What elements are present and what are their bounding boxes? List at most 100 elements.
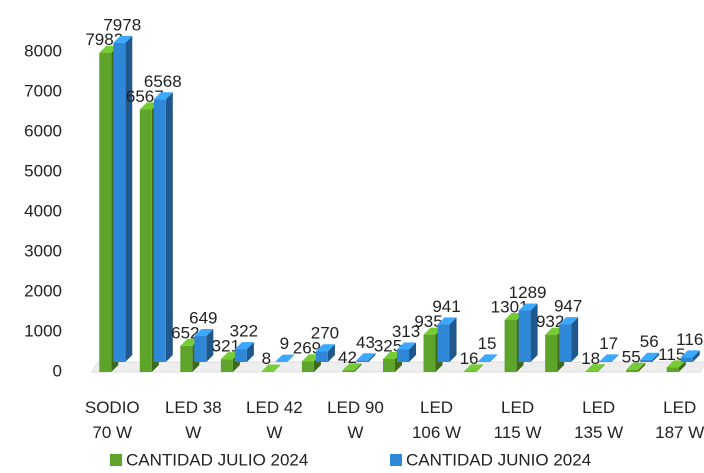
data-label: 55 (622, 347, 641, 366)
data-label: 116 (676, 330, 703, 349)
data-label: 269 (293, 339, 321, 358)
data-label: 947 (554, 297, 582, 316)
data-label: 649 (189, 309, 217, 328)
bar (194, 336, 207, 362)
legend-label: CANTIDAD JUNIO 2024 (406, 450, 591, 469)
bar-side (287, 354, 295, 362)
x-tick-label: LED 135 W (574, 398, 624, 442)
data-label: 321 (212, 337, 240, 356)
bar (464, 371, 477, 372)
bar-top (275, 354, 295, 362)
bar (315, 351, 328, 362)
bar (342, 370, 355, 372)
bar (599, 361, 612, 362)
bar-top (626, 362, 646, 370)
legend-swatch (390, 454, 402, 466)
bar-top (261, 364, 281, 372)
bar-top (585, 364, 605, 372)
data-label: 115 (658, 345, 685, 364)
data-label: 43 (356, 333, 375, 352)
bar-top (518, 303, 538, 311)
data-label: 17 (599, 334, 618, 353)
y-tick-label: 5000 (24, 161, 62, 180)
bar-side (354, 363, 362, 372)
data-label: 325 (374, 336, 402, 355)
bar (559, 324, 572, 362)
bar-side (652, 352, 660, 362)
bar-side (638, 362, 646, 372)
data-label: 15 (478, 334, 497, 353)
bar (680, 357, 693, 362)
bar (397, 349, 409, 362)
bar-side (125, 35, 133, 362)
data-label: 56 (640, 332, 659, 351)
bar-top (234, 342, 254, 350)
bar-side (597, 364, 605, 372)
y-tick-label: 2000 (24, 281, 62, 300)
bar-side (206, 329, 214, 362)
bar-side (490, 354, 498, 362)
bar-side (327, 344, 335, 362)
bar (383, 359, 395, 372)
bar (437, 324, 450, 362)
bar (626, 369, 639, 372)
bar (220, 359, 233, 372)
bar (180, 345, 193, 372)
bar-top (478, 354, 498, 362)
bar-top (599, 354, 619, 362)
bar (504, 319, 517, 372)
bar-top (194, 329, 214, 337)
data-label: 7978 (103, 15, 141, 34)
bar-top (356, 353, 376, 361)
data-label: 313 (392, 322, 420, 341)
bar-side (273, 364, 281, 372)
data-label: 935 (414, 312, 442, 331)
bar (518, 310, 531, 362)
bar-top (464, 364, 484, 372)
legend-label: CANTIDAD JULIO 2024 (126, 450, 308, 469)
y-tick-label: 6000 (24, 121, 62, 140)
bar-side (476, 364, 484, 372)
bar-top (315, 344, 335, 352)
bar (301, 361, 314, 372)
x-tick-label: LED 115 W (493, 398, 542, 442)
x-tick-label: LED 90 W (327, 398, 384, 442)
bar-top (559, 317, 579, 325)
y-tick-label: 4000 (24, 201, 62, 220)
data-label: 18 (581, 349, 600, 368)
bar-side (692, 350, 700, 362)
bar (545, 334, 558, 372)
bar (356, 360, 369, 362)
bar (666, 367, 679, 372)
bar-top (680, 350, 700, 358)
bar-top (666, 360, 686, 368)
bar (585, 371, 598, 372)
y-tick-label: 3000 (24, 241, 62, 260)
bar (478, 361, 491, 362)
bar-side (246, 342, 254, 362)
data-label: 6568 (144, 72, 182, 91)
data-label: 932 (536, 312, 564, 331)
bar (99, 52, 112, 372)
data-label: 652 (171, 323, 199, 342)
bar-side (611, 354, 619, 362)
y-tick-label: 1000 (24, 321, 62, 340)
x-tick-label: SODIO 70 W (84, 398, 140, 442)
bar-top (437, 317, 457, 325)
bar-side (368, 353, 376, 362)
bar (113, 42, 126, 362)
bar-side (571, 317, 579, 362)
bar-side (530, 303, 538, 362)
bar-side (165, 92, 173, 362)
bar-side (449, 317, 457, 362)
data-label: 42 (338, 348, 357, 367)
bar (234, 349, 247, 362)
x-tick-label: LED 42 W (246, 398, 303, 442)
bar-top (397, 342, 416, 350)
bar (423, 334, 436, 372)
data-label: 322 (230, 322, 258, 341)
x-tick-label: LED 187 W (655, 398, 704, 442)
bar-side (409, 342, 416, 362)
